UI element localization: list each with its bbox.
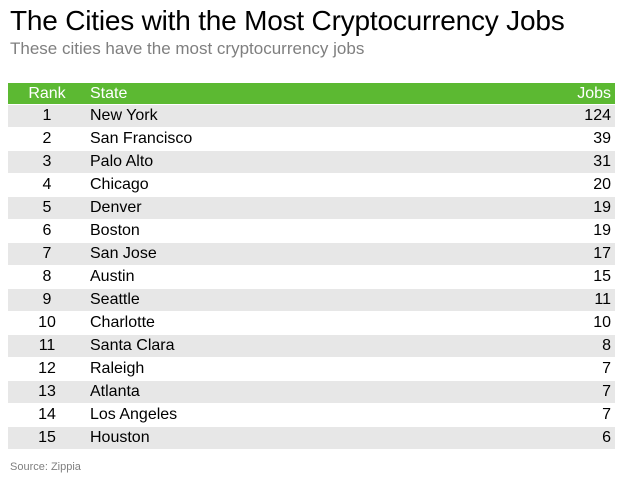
rank-cell: 10 (8, 311, 86, 335)
table-row: 4 Chicago 20 (8, 173, 615, 197)
rank-cell: 14 (8, 403, 86, 427)
table-row: 10 Charlotte 10 (8, 311, 615, 335)
table-row: 11 Santa Clara 8 (8, 334, 615, 358)
table-row: 12 Raleigh 7 (8, 357, 615, 381)
jobs-cell: 6 (491, 426, 615, 449)
jobs-cell: 124 (491, 104, 615, 128)
jobs-cell: 31 (491, 150, 615, 174)
jobs-cell: 39 (491, 127, 615, 151)
table-row: 2 San Francisco 39 (8, 127, 615, 151)
state-cell: New York (86, 104, 491, 128)
state-cell: San Francisco (86, 127, 491, 151)
state-cell: Denver (86, 196, 491, 220)
rank-cell: 11 (8, 334, 86, 358)
rank-cell: 2 (8, 127, 86, 151)
source-note: Source: Zippia (10, 461, 81, 473)
rank-cell: 9 (8, 288, 86, 312)
jobs-cell: 11 (491, 288, 615, 312)
table-body: 1 New York 124 2 San Francisco 39 3 Palo Alto 31… (8, 104, 615, 449)
jobs-cell: 10 (491, 311, 615, 335)
jobs-cell: 8 (491, 334, 615, 358)
column-header-state: State (86, 83, 491, 105)
rank-cell: 1 (8, 104, 86, 128)
rank-cell: 13 (8, 380, 86, 404)
state-cell: Los Angeles (86, 403, 491, 427)
state-cell: Austin (86, 265, 491, 289)
jobs-cell: 15 (491, 265, 615, 289)
jobs-cell: 7 (491, 403, 615, 427)
jobs-cell: 19 (491, 219, 615, 243)
rank-cell: 15 (8, 426, 86, 449)
rank-cell: 6 (8, 219, 86, 243)
jobs-cell: 17 (491, 242, 615, 266)
rank-cell: 8 (8, 265, 86, 289)
jobs-table: Rank State Jobs 1 New York 124 2 San Francis… (8, 83, 615, 449)
state-cell: Charlotte (86, 311, 491, 335)
state-cell: Chicago (86, 173, 491, 197)
rank-cell: 3 (8, 150, 86, 174)
state-cell: Atlanta (86, 380, 491, 404)
page-title: The Cities with the Most Cryptocurrency … (10, 5, 565, 36)
state-cell: San Jose (86, 242, 491, 266)
table-row: 5 Denver 19 (8, 196, 615, 220)
column-header-rank: Rank (8, 83, 86, 105)
state-cell: Santa Clara (86, 334, 491, 358)
rank-cell: 7 (8, 242, 86, 266)
page-subtitle: These cities have the most cryptocurrenc… (10, 39, 365, 58)
state-cell: Houston (86, 426, 491, 449)
table-row: 14 Los Angeles 7 (8, 403, 615, 427)
column-header-jobs: Jobs (491, 83, 615, 105)
rank-cell: 5 (8, 196, 86, 220)
state-cell: Palo Alto (86, 150, 491, 174)
table-row: 15 Houston 6 (8, 426, 615, 449)
rank-cell: 4 (8, 173, 86, 197)
table-row: 9 Seattle 11 (8, 288, 615, 312)
jobs-cell: 20 (491, 173, 615, 197)
table-row: 8 Austin 15 (8, 265, 615, 289)
jobs-cell: 19 (491, 196, 615, 220)
table-header-row: Rank State Jobs (8, 83, 615, 105)
table-row: 3 Palo Alto 31 (8, 150, 615, 174)
table-row: 7 San Jose 17 (8, 242, 615, 266)
state-cell: Seattle (86, 288, 491, 312)
table-row: 13 Atlanta 7 (8, 380, 615, 404)
jobs-cell: 7 (491, 357, 615, 381)
table-row: 1 New York 124 (8, 104, 615, 128)
state-cell: Raleigh (86, 357, 491, 381)
state-cell: Boston (86, 219, 491, 243)
jobs-cell: 7 (491, 380, 615, 404)
table-row: 6 Boston 19 (8, 219, 615, 243)
rank-cell: 12 (8, 357, 86, 381)
